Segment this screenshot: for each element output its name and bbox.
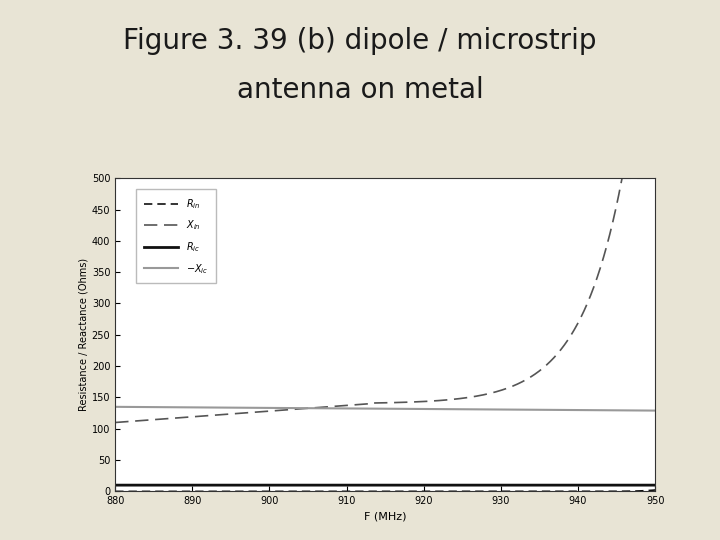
$R_{ic}$	[359, 482, 368, 488]
$X_{in}$	[636, 175, 644, 181]
$X_{in}$	[536, 367, 545, 373]
X-axis label: F (MHz): F (MHz)	[364, 512, 407, 522]
Line: $R_{in}$: $R_{in}$	[115, 490, 655, 491]
$R_{ic}$	[111, 482, 120, 488]
Text: antenna on metal: antenna on metal	[237, 76, 483, 104]
$R_{ic}$	[374, 482, 382, 488]
$R_{ic}$	[635, 482, 644, 488]
$-X_{ic}$	[635, 407, 644, 414]
Legend: $R_{in}$, $X_{in}$, $R_{ic}$, $-X_{ic}$: $R_{in}$, $X_{in}$, $R_{ic}$, $-X_{ic}$	[136, 190, 216, 284]
Text: Figure 3. 39 (b) dipole / microstrip: Figure 3. 39 (b) dipole / microstrip	[123, 27, 597, 55]
$R_{in}$	[138, 488, 147, 495]
Line: $-X_{ic}$: $-X_{ic}$	[115, 407, 655, 410]
$R_{ic}$	[138, 482, 147, 488]
$R_{in}$	[635, 488, 644, 494]
$R_{ic}$	[635, 482, 644, 488]
Line: $X_{in}$: $X_{in}$	[115, 178, 655, 422]
$-X_{ic}$	[651, 407, 660, 414]
$X_{in}$	[635, 175, 644, 181]
$-X_{ic}$	[536, 407, 545, 413]
$R_{in}$	[635, 488, 644, 494]
$-X_{ic}$	[138, 404, 147, 410]
$X_{in}$	[138, 417, 147, 424]
$R_{in}$	[536, 488, 545, 495]
$R_{in}$	[111, 488, 120, 495]
$X_{in}$	[618, 175, 626, 181]
$-X_{ic}$	[635, 407, 644, 414]
$R_{in}$	[359, 488, 368, 495]
$X_{in}$	[359, 401, 368, 407]
Y-axis label: Resistance / Reactance (Ohms): Resistance / Reactance (Ohms)	[79, 258, 89, 411]
$R_{in}$	[651, 487, 660, 493]
$X_{in}$	[374, 400, 382, 406]
$X_{in}$	[651, 175, 660, 181]
$R_{ic}$	[651, 482, 660, 488]
$-X_{ic}$	[111, 403, 120, 410]
$X_{in}$	[111, 419, 120, 426]
$R_{ic}$	[536, 482, 545, 488]
$R_{in}$	[374, 488, 382, 495]
$-X_{ic}$	[359, 406, 368, 412]
$-X_{ic}$	[374, 406, 382, 412]
